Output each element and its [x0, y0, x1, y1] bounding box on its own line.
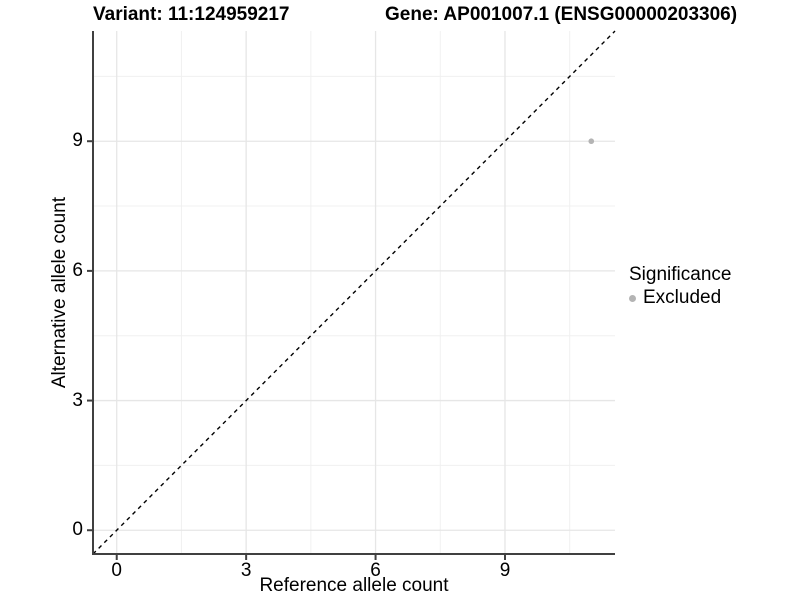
y-tick-label: 6 — [72, 259, 83, 281]
legend-point-icon — [629, 294, 636, 302]
legend-title: Significance — [629, 264, 732, 285]
y-tick-label: 0 — [72, 519, 83, 541]
data-point — [588, 138, 595, 145]
legend-item-label: Excluded — [643, 287, 722, 308]
x-tick-label: 6 — [370, 560, 381, 581]
plot-title-gene: Gene: AP001007.1 (ENSG00000203306) — [385, 4, 738, 25]
y-tick-label: 3 — [72, 389, 83, 411]
y-axis-title-box: Alternative allele count — [48, 31, 72, 554]
legend: Significance Excluded — [629, 264, 731, 309]
x-tick-label: 3 — [240, 560, 252, 581]
plot-title-variant: Variant: 11:124959217 — [93, 4, 290, 25]
x-tick-label: 9 — [499, 560, 511, 581]
identity-dashed-line — [92, 30, 616, 555]
x-tick-label: 0 — [111, 560, 122, 581]
y-axis-title: Alternative allele count — [49, 196, 70, 389]
x-axis-title: Reference allele count — [259, 575, 449, 596]
plot-panel — [87, 30, 616, 560]
legend-item-excluded: Excluded — [629, 287, 731, 309]
y-tick-label: 9 — [72, 130, 83, 152]
